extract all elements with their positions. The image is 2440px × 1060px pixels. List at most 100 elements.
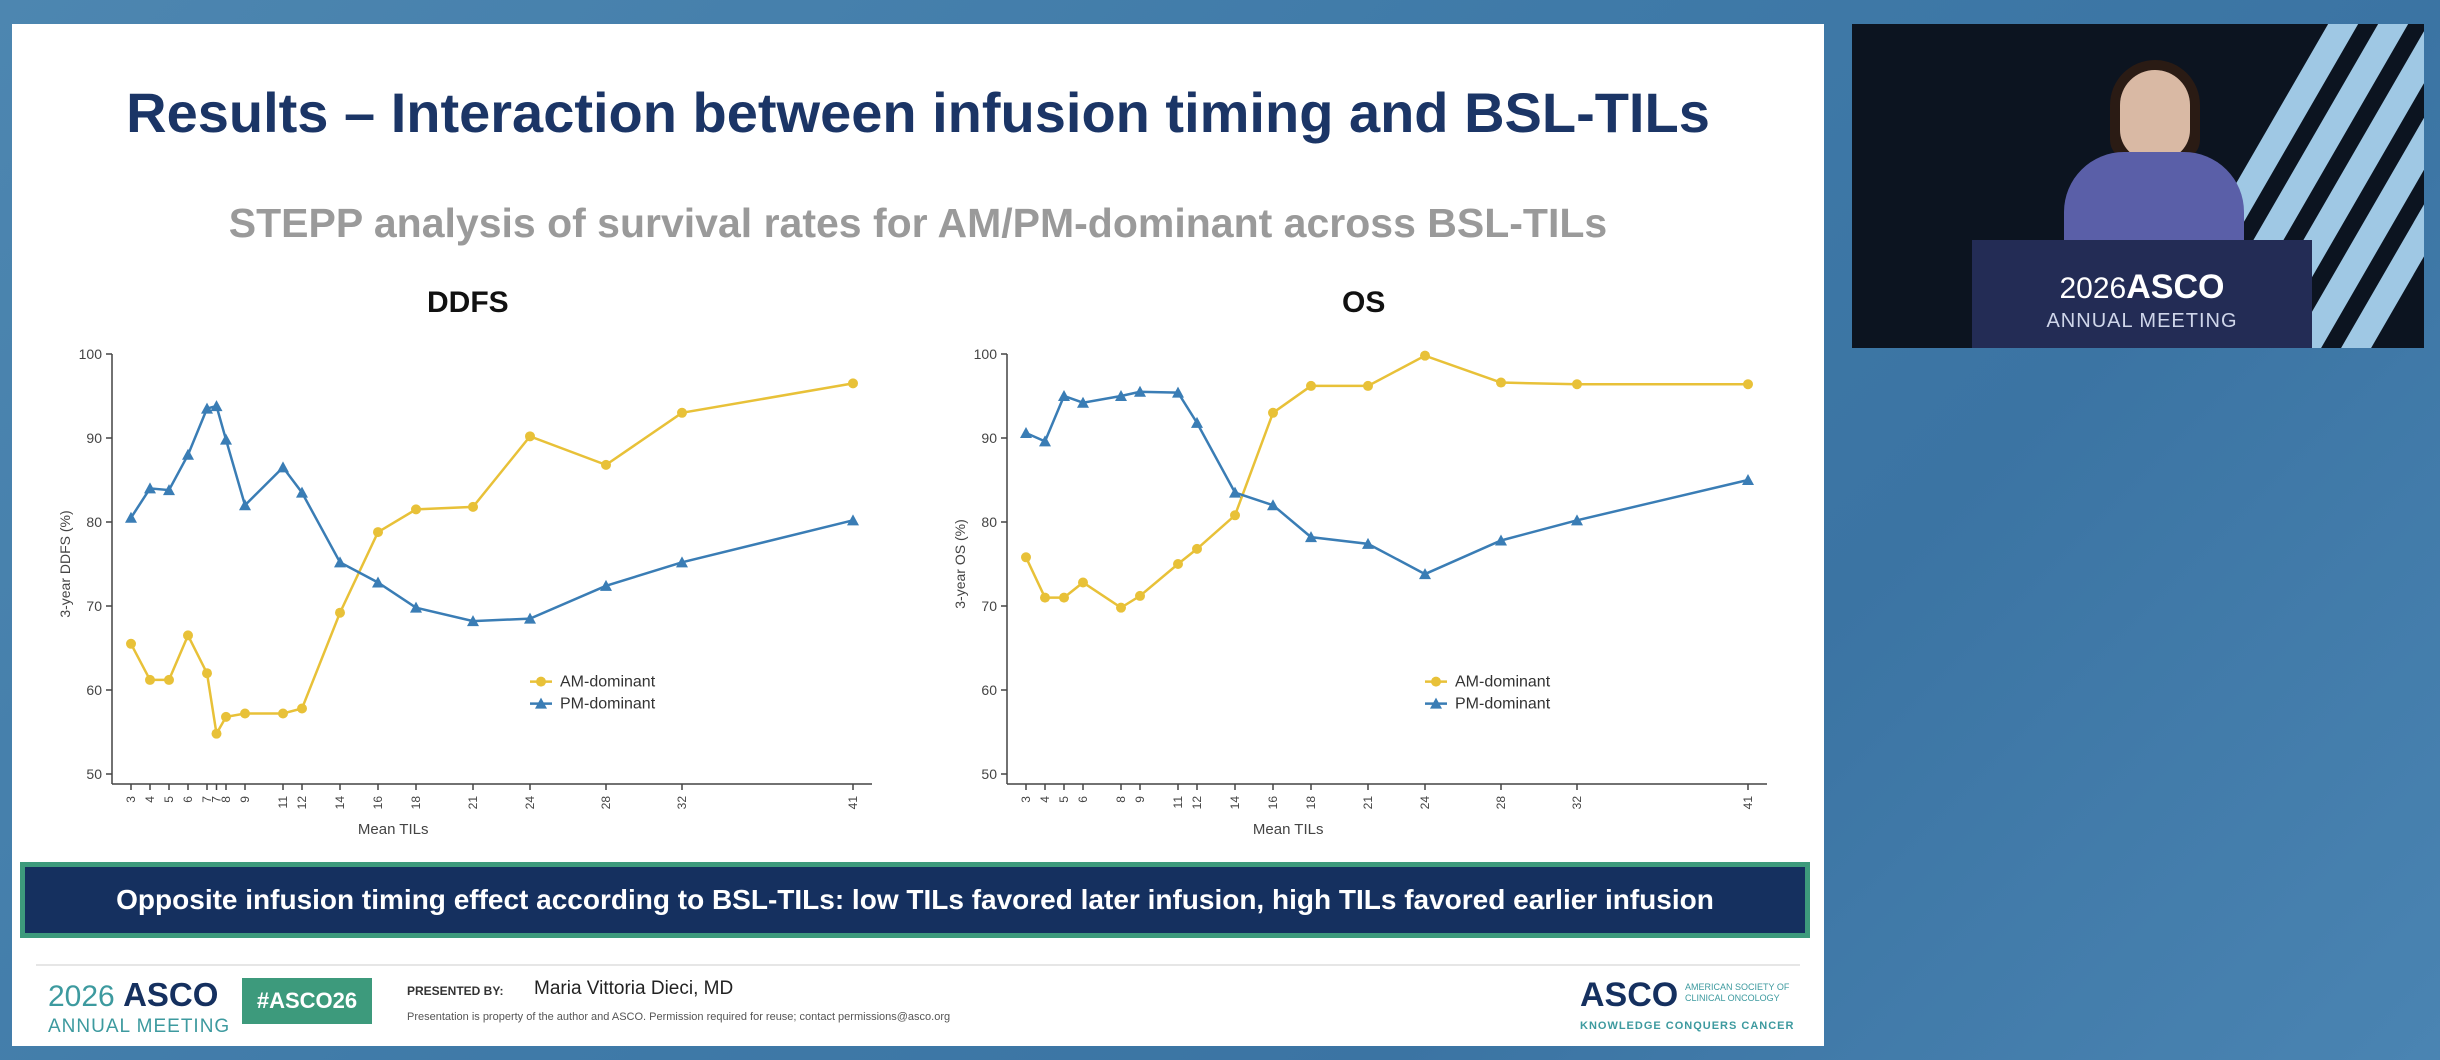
data-point-am <box>1420 350 1430 361</box>
y-tick-label: 90 <box>981 430 997 446</box>
slide: Results – Interaction between infusion t… <box>12 24 1824 1046</box>
data-point-pm <box>220 433 232 445</box>
data-point-am <box>240 708 250 719</box>
data-point-pm <box>125 511 137 523</box>
x-tick-label: 5 <box>162 796 176 803</box>
data-point-am <box>525 431 535 442</box>
data-point-pm <box>1020 426 1032 438</box>
x-tick-label: 11 <box>276 796 290 809</box>
asco-meeting-logo: 2026 ASCO <box>48 976 218 1014</box>
podium-subtitle: ANNUAL MEETING <box>2046 310 2238 332</box>
data-point-am <box>848 378 858 389</box>
data-point-pm <box>144 482 156 494</box>
data-point-pm <box>1419 568 1431 580</box>
data-point-pm <box>1362 537 1374 549</box>
series-line-triangle <box>1025 390 1749 576</box>
data-point-pm <box>182 448 194 460</box>
data-point-am <box>1743 379 1753 390</box>
data-point-pm <box>524 612 536 624</box>
data-point-am <box>1230 510 1240 521</box>
data-point-pm <box>1267 499 1279 511</box>
x-tick-label: 3 <box>124 796 138 803</box>
x-tick-label: 8 <box>219 796 233 803</box>
slide-title: Results – Interaction between infusion t… <box>126 81 1710 144</box>
x-tick-label: 24 <box>1418 796 1432 810</box>
x-tick-label: 4 <box>1038 796 1052 803</box>
legend-marker-pm <box>535 697 547 709</box>
x-tick-label: 21 <box>1361 796 1375 810</box>
data-point-am <box>411 504 421 515</box>
chart-title-os: OS <box>1342 286 1386 319</box>
x-tick-label: 12 <box>295 796 309 810</box>
data-point-am <box>211 728 222 739</box>
x-tick-label: 7 <box>200 796 214 803</box>
data-point-am <box>1496 377 1506 388</box>
data-point-am <box>1268 407 1278 418</box>
x-tick-label: 32 <box>1570 796 1584 810</box>
podium-logo: 2026ASCO <box>1972 268 2312 307</box>
slide-subtitle: STEPP analysis of survival rates for AM/… <box>228 200 1608 246</box>
data-point-am <box>1192 543 1202 554</box>
data-point-pm <box>847 514 859 526</box>
x-tick-label: 28 <box>599 796 613 810</box>
legend-label: AM-dominant <box>1455 674 1551 691</box>
x-tick-label: 24 <box>523 796 537 810</box>
data-point-am <box>373 527 383 538</box>
chart-title-ddfs: DDFS <box>427 286 509 319</box>
logo-name: ASCO <box>123 976 219 1013</box>
data-point-pm <box>1077 396 1089 408</box>
legend-label: PM-dominant <box>1455 696 1551 713</box>
data-point-am <box>1040 592 1050 603</box>
x-tick-label: 3 <box>1019 796 1033 803</box>
data-point-am <box>1363 380 1373 391</box>
x-tick-label: 18 <box>409 796 423 810</box>
x-tick-label: 18 <box>1304 796 1318 810</box>
podium-year: 2026 <box>2059 272 2127 305</box>
data-point-pm <box>600 579 612 591</box>
data-point-am <box>297 703 307 714</box>
x-tick-label: 14 <box>1228 796 1242 810</box>
y-tick-label: 100 <box>974 346 998 362</box>
x-axis-label: Mean TILs <box>358 821 429 838</box>
data-point-pm <box>163 484 175 496</box>
legend-label: PM-dominant <box>560 696 656 713</box>
speaker-head <box>2120 70 2190 160</box>
data-point-pm <box>1229 486 1241 498</box>
x-tick-label: 41 <box>846 796 860 810</box>
logo-subtitle: ANNUAL MEETING <box>48 1016 231 1037</box>
asco-logo: ASCO <box>1580 976 1679 1014</box>
data-point-pm <box>1134 385 1146 397</box>
data-point-pm <box>277 461 289 473</box>
data-point-am <box>1135 590 1145 601</box>
data-point-pm <box>410 601 422 613</box>
data-point-am <box>278 708 288 719</box>
data-point-pm <box>239 499 251 511</box>
data-point-am <box>1173 559 1183 569</box>
series-line-circle <box>129 382 854 738</box>
data-point-pm <box>676 556 688 568</box>
series-line-triangle <box>129 404 854 623</box>
data-point-pm <box>1742 474 1754 485</box>
data-point-pm <box>1039 435 1051 447</box>
data-point-am <box>126 638 136 649</box>
data-point-am <box>468 501 478 512</box>
x-tick-label: 32 <box>675 796 689 810</box>
x-tick-label: 16 <box>371 796 385 810</box>
data-point-pm <box>372 576 384 588</box>
y-axis-label: 3-year OS (%) <box>952 519 968 608</box>
data-point-pm <box>201 402 213 414</box>
x-tick-label: 6 <box>181 796 195 803</box>
y-tick-label: 90 <box>86 430 102 446</box>
data-point-pm <box>1571 514 1583 526</box>
x-tick-label: 4 <box>143 796 157 803</box>
disclaimer: Presentation is property of the author a… <box>407 1011 951 1023</box>
y-tick-label: 60 <box>86 682 102 698</box>
legend-marker-am <box>1431 676 1441 687</box>
data-point-am <box>221 711 231 722</box>
x-axis-label: Mean TILs <box>1253 821 1324 838</box>
x-tick-label: 28 <box>1494 796 1508 810</box>
data-point-pm <box>1191 416 1203 428</box>
presented-by-label: PRESENTED BY: <box>407 984 504 998</box>
footer-divider <box>36 964 1800 966</box>
data-point-pm <box>334 556 346 568</box>
